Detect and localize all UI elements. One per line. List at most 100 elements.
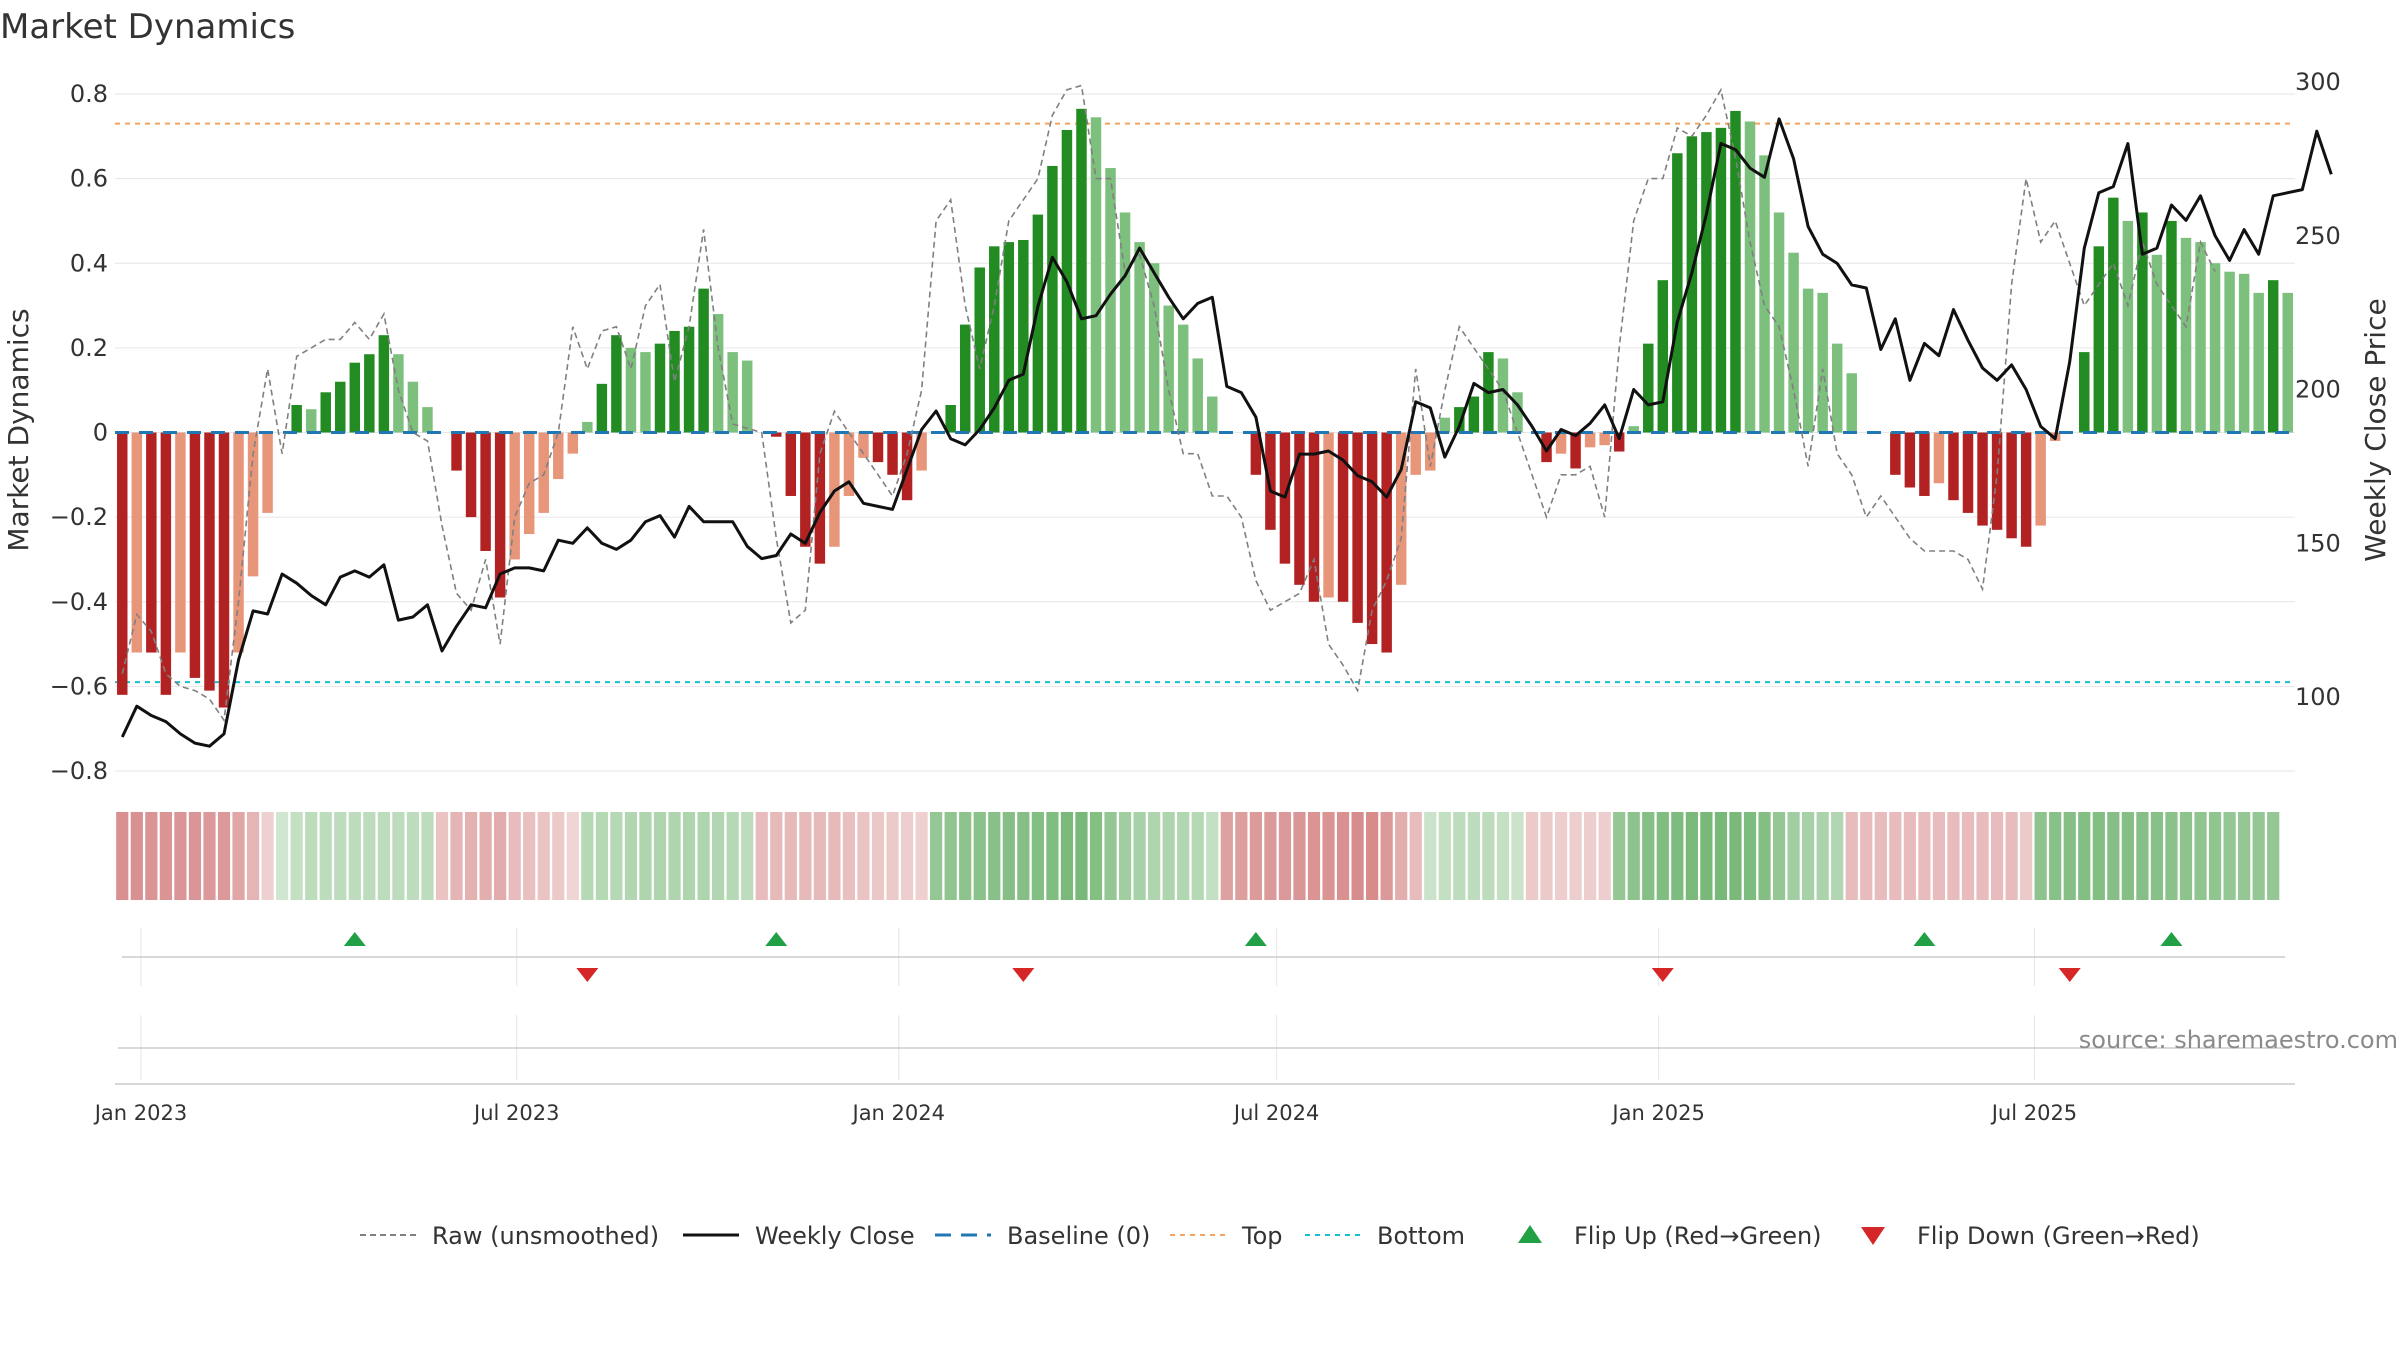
md-bar — [2020, 432, 2032, 547]
md-bar — [1047, 165, 1058, 433]
md-bar — [2267, 280, 2279, 433]
strip-cell — [159, 812, 172, 900]
strip-cell — [1017, 812, 1030, 900]
y2-tick-label: 150 — [2295, 529, 2341, 557]
strip-cell — [2223, 812, 2236, 900]
strip-cell — [1307, 812, 1321, 900]
md-bar — [727, 352, 738, 433]
strip-cell — [1961, 812, 1975, 900]
md-bar — [2209, 263, 2221, 433]
strip-cell — [334, 812, 347, 900]
md-bar — [1250, 432, 1262, 475]
strip-cell — [1351, 812, 1364, 900]
md-bar — [1831, 343, 1843, 433]
md-bar — [1570, 432, 1581, 469]
md-bar — [1337, 432, 1349, 602]
strip-cell — [1976, 812, 1989, 900]
md-bar — [2079, 352, 2090, 433]
strip-cell — [1496, 812, 1510, 900]
md-bar — [1192, 358, 1203, 433]
strip-cell — [2049, 812, 2062, 900]
md-bar — [2282, 292, 2293, 433]
strip-cell — [1554, 812, 1568, 900]
md-bar — [698, 288, 709, 433]
strip-cell — [900, 812, 914, 900]
strip-cell — [2208, 812, 2222, 900]
strip-cell — [1729, 812, 1742, 900]
reference-lines — [115, 122, 2295, 684]
legend-swatch — [1861, 1227, 1885, 1245]
md-bar — [1076, 108, 1087, 433]
md-bar — [872, 432, 884, 463]
md-bar — [916, 432, 927, 471]
strip-cell — [435, 812, 449, 900]
md-bar — [1701, 132, 1712, 433]
y-tick-label: 0.8 — [70, 80, 108, 108]
strip-cell — [145, 812, 158, 900]
strip-cell — [1932, 812, 1946, 900]
strip-cell — [1409, 812, 1422, 900]
y-tick-label: 0.6 — [70, 165, 108, 193]
strip-cell — [682, 812, 696, 900]
strip-cell — [2150, 812, 2164, 900]
md-bar — [1643, 343, 1654, 433]
md-bar — [1366, 432, 1378, 645]
strip-cell — [2179, 812, 2193, 900]
md-bar — [407, 381, 419, 433]
strip-cell — [232, 812, 245, 900]
legend-item: Flip Up (Red→Green) — [1518, 1222, 1822, 1250]
strip-cell — [2121, 812, 2134, 900]
strip-cell — [1918, 812, 1931, 900]
md-bar — [596, 383, 608, 433]
md-bar — [2006, 432, 2017, 539]
md-bar — [1032, 214, 1044, 433]
md-bar — [320, 392, 331, 433]
strip-cell — [2005, 812, 2018, 900]
strip-cell — [566, 812, 579, 900]
strip-cell — [1031, 812, 1044, 900]
md-bar — [233, 432, 244, 653]
strip-cell — [595, 812, 608, 900]
bottom-panel — [118, 1015, 2290, 1080]
strip-cell — [1714, 812, 1728, 900]
strip-cell — [1642, 812, 1655, 900]
strip-cell — [1467, 812, 1480, 900]
strip-cell — [653, 812, 667, 900]
strip-cell — [1177, 812, 1190, 900]
y-tick-label: 0 — [93, 419, 108, 447]
strip-cell — [1511, 812, 1524, 900]
legend-label: Baseline (0) — [1007, 1222, 1150, 1250]
strip-cell — [1772, 812, 1786, 900]
x-tick-label: Jan 2024 — [851, 1101, 946, 1125]
md-bar — [1730, 110, 1741, 433]
legend-item: Baseline (0) — [935, 1222, 1150, 1250]
strip-cell — [1380, 812, 1393, 900]
strip-cell — [610, 812, 623, 900]
strip-cell — [2267, 812, 2280, 900]
y-tick-label: −0.4 — [50, 588, 108, 616]
strip-cell — [377, 812, 390, 900]
md-bar — [1119, 212, 1131, 433]
strip-cell — [1627, 812, 1640, 900]
md-bar — [1352, 432, 1363, 623]
strip-cell — [523, 812, 536, 900]
strip-cell — [305, 812, 318, 900]
strip-cell — [2034, 812, 2047, 900]
strip-cell — [1235, 812, 1248, 900]
strip-cell — [828, 812, 841, 900]
md-bar — [1584, 432, 1596, 448]
legend-swatch — [1518, 1225, 1542, 1243]
md-bar — [1177, 324, 1189, 433]
strip-cell — [2165, 812, 2178, 900]
strip-cell — [1118, 812, 1132, 900]
strip-cell — [1206, 812, 1219, 900]
strip-cell — [886, 812, 899, 900]
strip-cell — [1874, 812, 1887, 900]
strip-cell — [1336, 812, 1350, 900]
strip-cell — [1060, 812, 1074, 900]
md-bar — [2035, 432, 2046, 526]
md-bar — [741, 360, 753, 433]
md-bar — [160, 432, 172, 695]
strip-cell — [1148, 812, 1161, 900]
strip-cell — [944, 812, 957, 900]
